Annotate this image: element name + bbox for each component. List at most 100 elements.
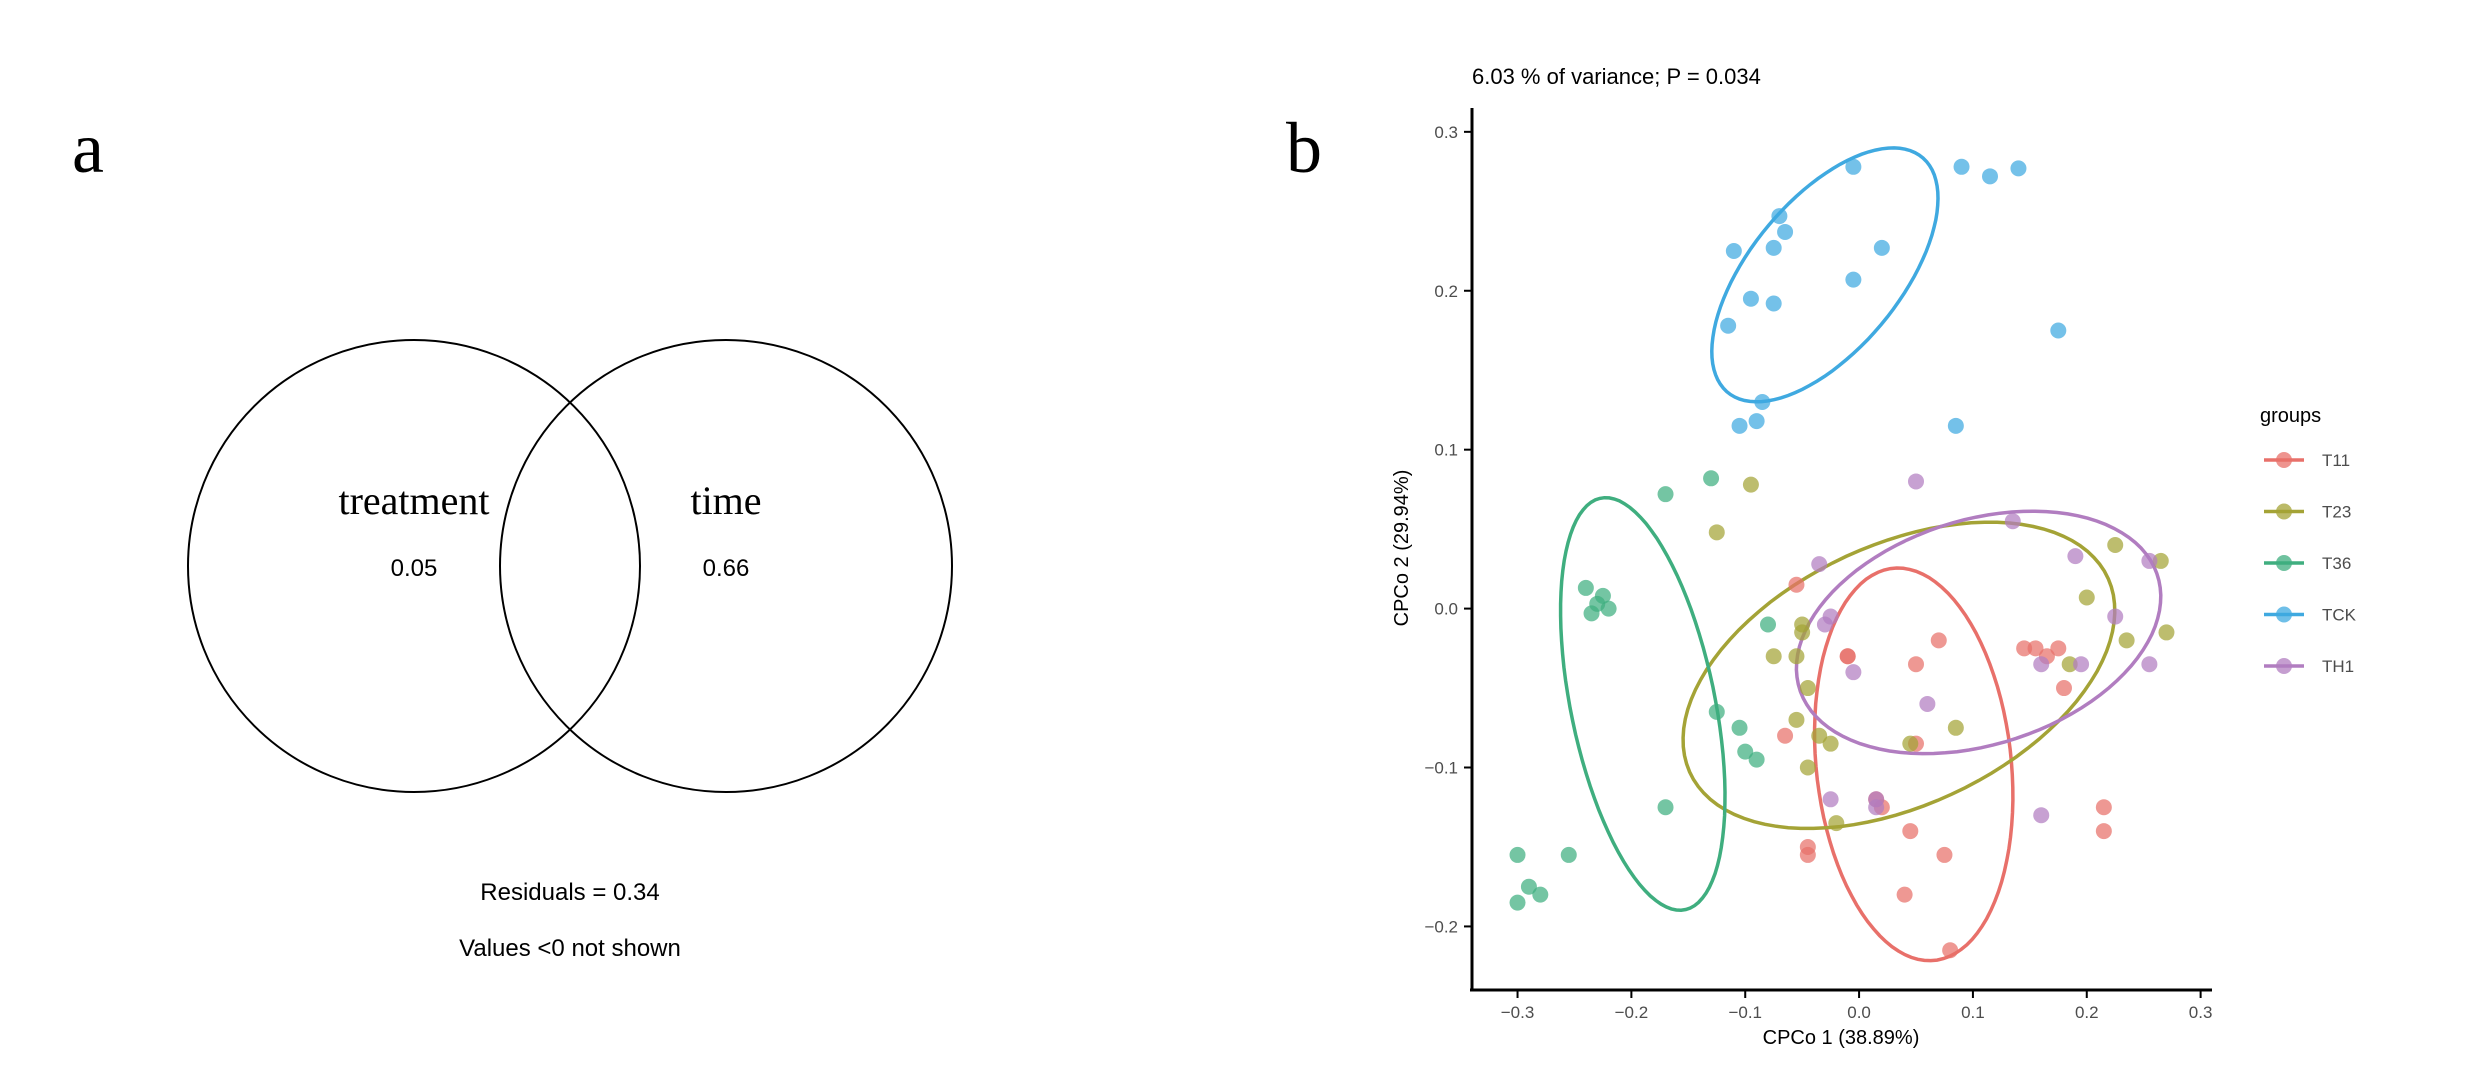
point-tck — [1742, 290, 1759, 307]
point-t23 — [1765, 648, 1782, 665]
point-t11 — [1799, 846, 1816, 863]
point-t23 — [2152, 552, 2169, 569]
point-t23 — [1799, 680, 1816, 697]
x-tick-label: −0.2 — [1615, 1003, 1649, 1022]
point-t36 — [1520, 878, 1537, 895]
point-t11 — [1839, 648, 1856, 665]
ellipse-th1 — [1794, 509, 2163, 756]
point-t36 — [1577, 579, 1594, 596]
point-t23 — [1799, 759, 1816, 776]
point-t36 — [1657, 486, 1674, 503]
legend-label-t11: T11 — [2322, 451, 2350, 470]
point-tck — [1765, 295, 1782, 312]
point-t36 — [1708, 703, 1725, 720]
ellipse-t23 — [1681, 520, 2117, 831]
point-t23 — [2061, 656, 2078, 673]
legend: groups T11 T23 T36 TCK TH1 — [2260, 405, 2357, 676]
point-t23 — [1822, 735, 1839, 752]
point-tck — [2010, 160, 2027, 177]
y-tick-label: 0.3 — [1434, 123, 1458, 142]
point-tck — [1777, 223, 1794, 240]
point-t23 — [1742, 476, 1759, 493]
point-t23 — [1947, 719, 1964, 736]
point-tck — [1947, 417, 1964, 434]
venn-label-time: time — [690, 478, 761, 523]
point-t23 — [1788, 711, 1805, 728]
y-tick-label: 0.1 — [1434, 441, 1458, 460]
legend-label-t23: T23 — [2322, 503, 2351, 522]
legend-label-tck: TCK — [2322, 606, 2357, 625]
point-tck — [1720, 317, 1737, 334]
point-tck — [1731, 417, 1748, 434]
legend-label-th1: TH1 — [2322, 657, 2354, 676]
point-t23 — [2158, 624, 2175, 641]
point-t36 — [1509, 894, 1526, 911]
point-t36 — [1560, 846, 1577, 863]
group-ellipses — [1558, 146, 2163, 963]
point-th1 — [2073, 656, 2090, 673]
legend-key-t11 — [2276, 452, 2292, 468]
point-tck — [1953, 158, 1970, 175]
point-t36 — [1737, 743, 1754, 760]
point-t23 — [1788, 648, 1805, 665]
point-t11 — [1936, 846, 1953, 863]
point-tck — [1845, 271, 1862, 288]
point-th1 — [2141, 552, 2158, 569]
x-tick-label: −0.1 — [1728, 1003, 1762, 1022]
y-tick-label: 0.0 — [1434, 600, 1458, 619]
point-t11 — [1777, 727, 1794, 744]
point-th1 — [1816, 616, 1833, 633]
legend-key-tck — [2276, 606, 2292, 623]
point-t36 — [1760, 616, 1776, 633]
panel-a: a treatment 0.05 time 0.66 Residuals = 0… — [72, 108, 953, 962]
point-t36 — [1583, 605, 1600, 622]
y-tick-label: 0.2 — [1434, 282, 1458, 301]
x-axis-ticks: −0.3 −0.2 −0.1 0.0 0.1 0.2 0.3 — [1501, 990, 2212, 1022]
point-t23 — [2078, 589, 2095, 606]
point-t11 — [1902, 823, 1919, 840]
point-t11 — [2056, 680, 2072, 697]
plot-title: 6.03 % of variance; P = 0.034 — [1472, 64, 1761, 89]
x-tick-label: 0.2 — [2075, 1003, 2099, 1022]
point-tck — [1765, 239, 1782, 256]
point-t23 — [2107, 537, 2124, 554]
point-t11 — [1788, 576, 1805, 593]
point-th1 — [2067, 548, 2084, 565]
venn-residuals: Residuals = 0.34 — [480, 879, 659, 906]
point-t23 — [1794, 624, 1811, 641]
point-t36 — [1509, 846, 1526, 863]
x-tick-label: 0.0 — [1847, 1003, 1871, 1022]
point-t23 — [1811, 727, 1828, 744]
y-tick-label: −0.2 — [1424, 917, 1458, 936]
point-t11 — [2016, 640, 2033, 657]
ellipse-t36 — [1558, 495, 1727, 912]
point-tck — [1873, 239, 1890, 256]
point-t36 — [1748, 751, 1765, 768]
y-axis-ticks: −0.2 −0.1 0.0 0.1 0.2 0.3 — [1424, 123, 1472, 936]
point-tck — [1771, 208, 1788, 225]
legend-key-t36 — [2276, 555, 2292, 571]
point-th1 — [1811, 556, 1828, 573]
panel-b: b 6.03 % of variance; P = 0.034 −0.3 −0.2… — [1286, 64, 2357, 1049]
point-t36 — [1532, 886, 1549, 903]
point-t11 — [1908, 656, 1924, 673]
point-t11 — [1930, 632, 1947, 649]
point-t11 — [2095, 799, 2112, 816]
scatter-points — [1509, 158, 2175, 959]
point-tck — [1725, 243, 1742, 260]
point-t11 — [2050, 640, 2067, 657]
point-th1 — [2107, 608, 2124, 625]
point-tck — [2050, 322, 2067, 339]
point-th1 — [1908, 473, 1924, 490]
x-axis-label: CPCo 1 (38.89%) — [1763, 1027, 1920, 1049]
venn-value-time: 0.66 — [703, 555, 750, 582]
point-th1 — [2004, 513, 2021, 530]
y-axis-label: CPCo 2 (29.94%) — [1391, 470, 1413, 627]
point-th1 — [1868, 799, 1885, 816]
legend-items: T11 T23 T36 TCK TH1 — [2264, 451, 2357, 676]
point-tck — [1982, 168, 1998, 185]
legend-key-t23 — [2276, 503, 2292, 520]
point-tck — [1845, 158, 1862, 175]
point-t36 — [1600, 600, 1617, 617]
point-th1 — [1845, 664, 1862, 681]
